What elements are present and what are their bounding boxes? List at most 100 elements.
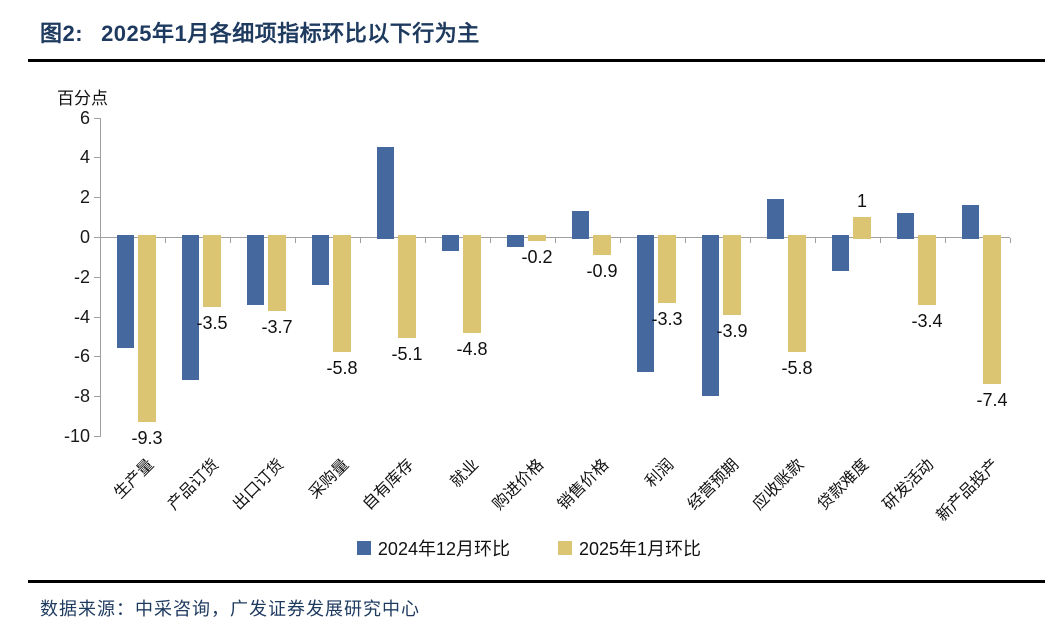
bar-2025-jan: [983, 235, 1001, 385]
bar-2024-dec: [767, 199, 784, 239]
y-axis-tick: [94, 356, 100, 358]
y-axis-tick-label: -4: [73, 306, 90, 327]
bar-2025-jan: [788, 235, 806, 353]
legend-swatch-jan-icon: [558, 541, 572, 555]
x-axis-tick: [165, 238, 166, 243]
figure-title: 图2: 2025年1月各细项指标环比以下行为主: [40, 16, 480, 48]
y-axis-tick: [94, 197, 100, 199]
bar-value-label: 1: [856, 191, 868, 212]
x-axis-tick: [945, 238, 946, 243]
bar-value-label: -3.3: [651, 308, 683, 329]
bar-value-label: -3.9: [716, 320, 748, 341]
bar-2024-dec: [247, 235, 264, 305]
y-axis-tick-label: 2: [79, 187, 90, 208]
bar-2024-dec: [377, 147, 394, 239]
bar-2025-jan: [268, 235, 286, 311]
bar-value-label: -3.7: [261, 316, 293, 337]
data-source-text: 数据来源：中采咨询，广发证券发展研究中心: [40, 599, 420, 619]
y-axis-tick: [94, 276, 100, 278]
x-axis-category-label: 利润: [643, 456, 678, 491]
bar-2025-jan: [398, 235, 416, 339]
x-axis-category-label: 销售价格: [555, 456, 613, 514]
bar-value-label: -0.9: [586, 260, 618, 281]
x-axis-tick: [620, 238, 621, 243]
bar-2024-dec: [637, 235, 654, 373]
y-axis-tick-label: -10: [63, 426, 90, 446]
legend-label-jan: 2025年1月环比: [579, 539, 702, 559]
y-axis-tick: [94, 436, 100, 437]
x-axis-category-label: 自有库存: [360, 456, 418, 514]
x-axis-tick: [880, 238, 881, 243]
bar-2024-dec: [442, 235, 459, 251]
x-axis-zero-line: [100, 237, 1010, 238]
legend-item-jan: 2025年1月环比: [558, 535, 701, 561]
bar-2024-dec: [182, 235, 199, 381]
bar-2025-jan: [918, 235, 936, 305]
y-axis-tick-label: -8: [73, 386, 90, 407]
bar-value-label: -4.8: [456, 338, 488, 359]
bar-value-label: -7.4: [976, 390, 1008, 411]
bar-2024-dec: [572, 211, 589, 239]
x-axis-category-label: 就业: [448, 456, 483, 491]
bar-2025-jan: [138, 235, 156, 423]
x-axis-tick: [750, 238, 751, 243]
chart-legend: 2024年12月环比 2025年1月环比: [0, 535, 1058, 561]
bar-value-label: -3.4: [911, 310, 943, 331]
bar-value-label: -5.8: [781, 358, 813, 379]
x-axis-category-label: 经营预期: [685, 456, 743, 514]
bar-2024-dec: [117, 235, 134, 349]
x-axis-category-label: 生产量: [111, 456, 158, 503]
y-axis-tick-label: -6: [73, 346, 90, 367]
bar-2025-jan: [203, 235, 221, 307]
y-axis-tick-label: 4: [79, 147, 90, 168]
legend-label-dec: 2024年12月环比: [377, 539, 510, 559]
bar-2025-jan: [528, 235, 546, 241]
figure-number: 图2:: [40, 21, 84, 46]
bar-2024-dec: [312, 235, 329, 285]
x-axis-category-label: 贷款难度: [815, 456, 873, 514]
bar-2024-dec: [702, 235, 719, 397]
bar-value-label: -3.5: [196, 312, 228, 333]
x-axis-tick: [425, 238, 426, 243]
legend-item-dec: 2024年12月环比: [356, 535, 510, 561]
bar-2025-jan: [723, 235, 741, 315]
title-divider: [28, 59, 1045, 62]
x-axis-tick: [815, 238, 816, 243]
bar-value-label: -5.8: [326, 358, 358, 379]
y-axis-tick: [94, 316, 100, 318]
y-axis-tick-label: 6: [79, 107, 90, 128]
x-axis-tick: [100, 238, 101, 243]
x-axis-tick: [295, 238, 296, 243]
x-axis-tick: [360, 238, 361, 243]
bar-value-label: -5.1: [391, 344, 423, 365]
x-axis-tick: [1010, 238, 1011, 243]
y-axis-unit-label: 百分点: [57, 89, 108, 108]
bar-2024-dec: [962, 205, 979, 239]
x-axis-tick: [555, 238, 556, 243]
bar-2024-dec: [832, 235, 849, 271]
footer-divider: [28, 580, 1045, 583]
x-axis-tick: [685, 238, 686, 243]
y-axis-tick: [94, 157, 100, 159]
x-axis-category-label: 采购量: [306, 456, 353, 503]
bar-2025-jan: [853, 217, 871, 239]
x-axis-tick: [490, 238, 491, 243]
y-axis-line: [100, 118, 101, 437]
x-axis-category-label: 出口订货: [230, 456, 288, 514]
bar-2025-jan: [593, 235, 611, 255]
bar-2024-dec: [507, 235, 524, 247]
x-axis-category-label: 产品订货: [165, 456, 223, 514]
bar-2025-jan: [333, 235, 351, 353]
figure-title-text: 2025年1月各细项指标环比以下行为主: [101, 21, 480, 46]
bar-2024-dec: [897, 213, 914, 239]
x-axis-category-label: 新产品投产: [934, 456, 1003, 525]
x-axis-category-label: 研发活动: [880, 456, 938, 514]
legend-swatch-dec-icon: [356, 541, 371, 555]
bar-value-label: -0.2: [521, 246, 553, 267]
x-axis-category-label: 应收账款: [750, 456, 808, 514]
bar-2025-jan: [658, 235, 676, 303]
x-axis-tick: [230, 238, 231, 243]
bar-2025-jan: [463, 235, 481, 333]
